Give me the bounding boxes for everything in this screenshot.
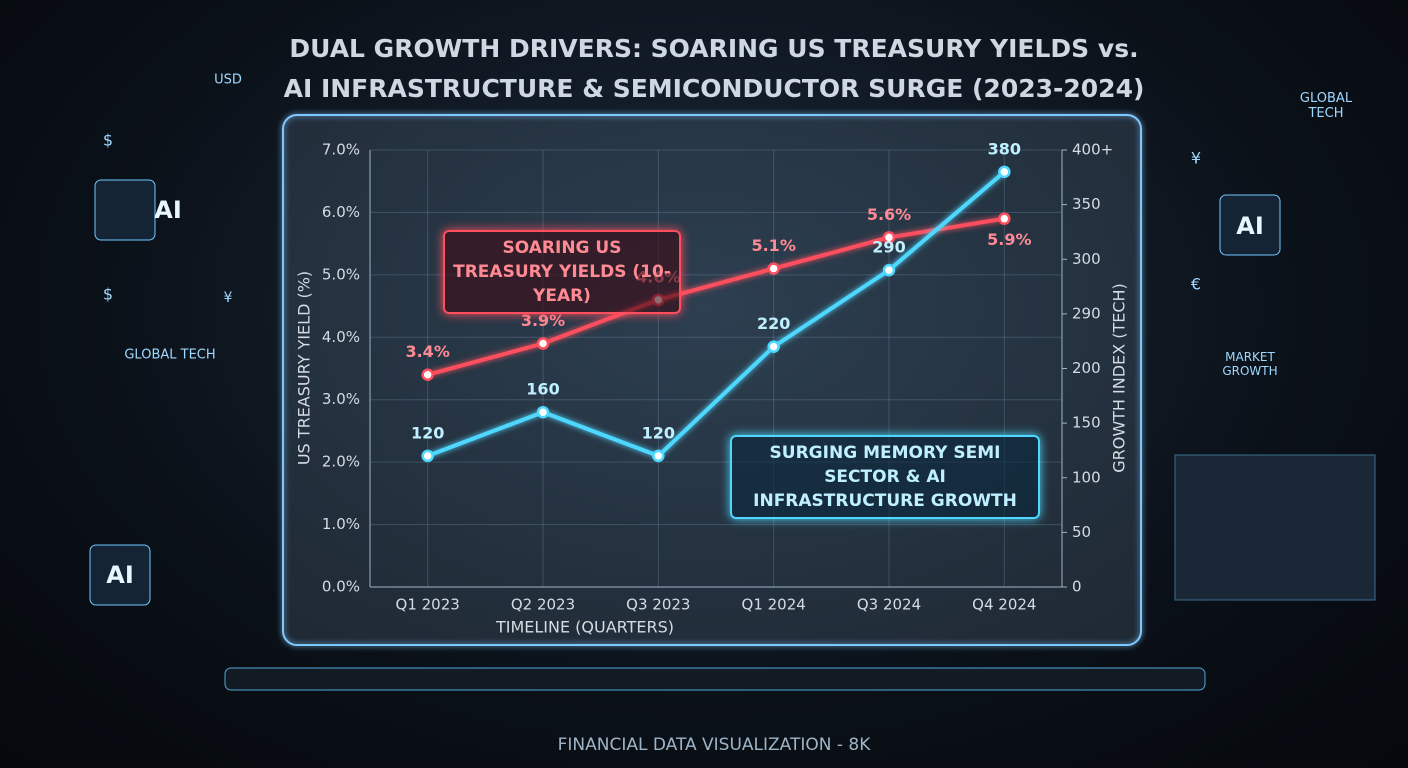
decoration-label: USD [214,72,242,88]
decoration-label: AI [154,196,182,224]
x-tick-label: Q3 2023 [626,596,690,614]
decoration-label: ¥ [1190,148,1202,168]
data-label: 160 [526,380,559,399]
y2-tick-label: 200 [1072,359,1101,377]
data-point [882,231,896,244]
y2-tick-label: 290 [1072,304,1101,322]
decoration-label: $ [102,130,114,150]
y2-tick-label: 300 [1072,250,1101,268]
y-axis-label: US TREASURY YIELD (%) [295,271,314,465]
series-annotation: SURGING MEMORY SEMI SECTOR & AI INFRASTR… [730,435,1040,519]
data-point [652,449,665,463]
decoration-label: MARKET GROWTH [1222,350,1278,378]
decoration-label: GLOBAL TECH [1299,91,1353,121]
data-point [998,212,1011,225]
y2-tick-label: 100 [1072,468,1101,486]
decoration-label: AI [106,561,134,589]
data-label: 3.4% [405,342,449,361]
y2-axis-label: GROWTH INDEX (TECH) [1110,283,1129,473]
data-label: 5.9% [987,230,1031,249]
y2-tick-label: 350 [1072,195,1101,213]
panel [282,114,1142,646]
data-label: 3.9% [521,311,565,330]
y-tick-label: 1.0% [322,515,360,533]
y-tick-label: 5.0% [322,265,360,283]
decoration-label: € [1190,274,1202,294]
x-tick-label: Q4 2024 [972,596,1036,614]
y-tick-label: 7.0% [322,141,360,159]
data-point [421,368,434,381]
y-tick-label: 3.0% [322,390,360,408]
footer: FINANCIAL DATA VISUALIZATION - 8K [558,735,872,755]
x-tick-label: Q3 2024 [857,596,921,614]
decoration-label: $ [102,284,114,304]
chart-title: DUAL GROWTH DRIVERS: SOARING US TREASURY… [289,34,1138,63]
chip [89,544,151,606]
data-label: 5.1% [751,236,795,255]
data-point [882,263,896,277]
y-tick-label: 2.0% [322,453,360,471]
y-tick-label: 4.0% [322,328,360,346]
chip [94,179,156,241]
y2-tick-label: 400+ [1072,141,1113,159]
data-point [536,337,550,350]
y2-tick-label: 150 [1072,414,1101,432]
data-label: 120 [411,423,444,442]
decoration-label: AI [1236,212,1264,240]
series-annotation: SOARING US TREASURY YIELDS (10-YEAR) [443,230,681,314]
data-label: 290 [872,238,905,257]
chip [1219,194,1281,256]
data-point [767,340,780,353]
chart-title: AI INFRASTRUCTURE & SEMICONDUCTOR SURGE … [284,74,1145,103]
data-point [536,405,550,419]
y2-tick-label: 50 [1072,523,1091,541]
series-line [426,170,1006,459]
y-tick-label: 6.0% [322,203,360,221]
y-tick-label: 0.0% [322,578,360,596]
data-label: 120 [642,423,675,442]
data-point [767,262,780,275]
data-label: 5.6% [867,205,911,224]
x-tick-label: Q1 2024 [742,596,806,614]
data-label: 380 [988,139,1021,158]
data-point [998,165,1011,179]
server-rack [1174,454,1376,601]
base [224,667,1206,691]
decoration-label: ¥ [223,290,233,306]
x-axis-label: TIMELINE (QUARTERS) [495,618,674,637]
x-tick-label: Q1 2023 [396,596,460,614]
x-tick-label: Q2 2023 [511,596,575,614]
series-line [427,216,1005,377]
y2-tick-label: 0 [1072,578,1082,596]
data-label: 220 [757,314,790,333]
decoration-label: GLOBAL TECH [124,347,216,363]
data-point [421,449,434,463]
